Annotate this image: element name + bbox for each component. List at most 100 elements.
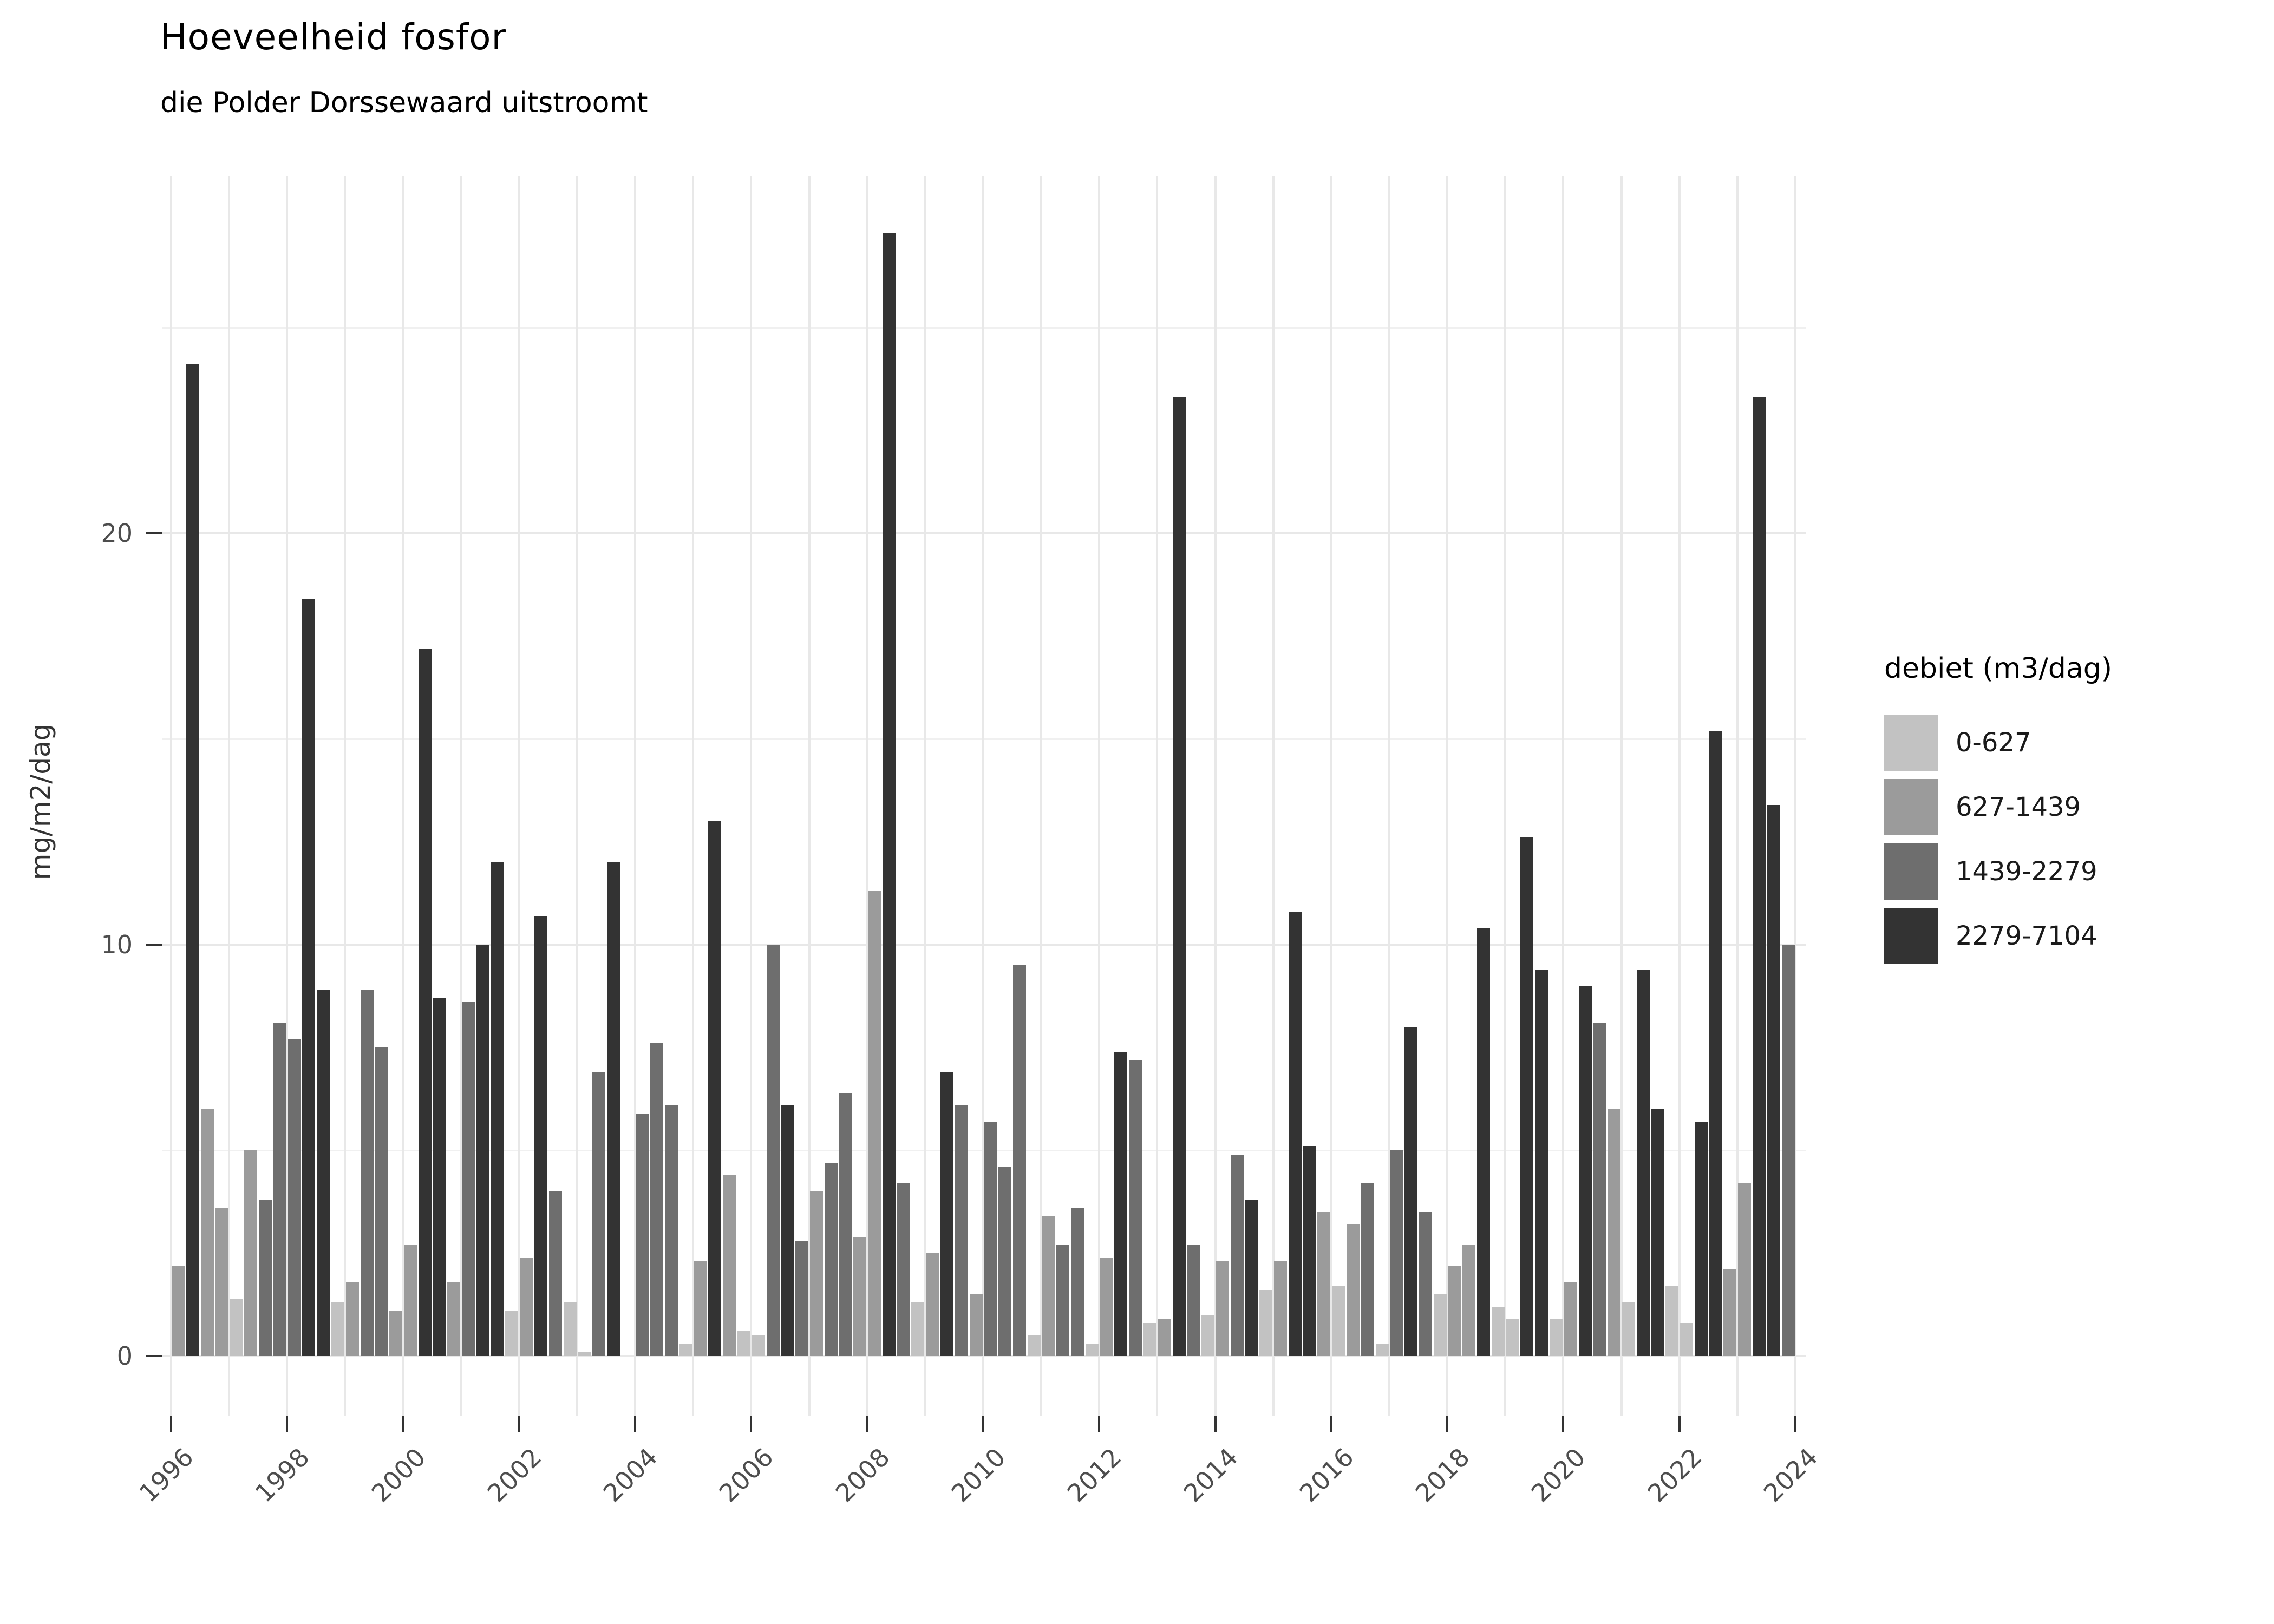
bar-2011-q1 [1042,1216,1055,1356]
bar-2023-q3 [1767,805,1780,1356]
bar-2009-q2 [940,1072,953,1356]
x-gridline-year [1040,176,1043,1416]
bar-2006-q4 [795,1241,808,1356]
x-gridline-year [1504,176,1507,1416]
x-tick [634,1416,637,1432]
y-tick [146,944,162,946]
bar-1997-q4 [273,1023,286,1356]
bar-1999-q2 [361,990,374,1356]
bar-1996-q1 [172,1266,185,1356]
x-gridline-year [1736,176,1739,1416]
x-tick [750,1416,753,1432]
bar-2018-q4 [1492,1307,1505,1356]
bar-2004-q1 [636,1114,649,1356]
x-tick [982,1416,984,1432]
bar-2005-q2 [708,821,721,1356]
x-gridline-year [1620,176,1623,1416]
x-tick [170,1416,172,1432]
bar-2012-q1 [1100,1258,1113,1356]
legend-label: 1439-2279 [1956,856,2097,887]
bar-2012-q4 [1143,1323,1156,1356]
x-gridline-year [1388,176,1390,1416]
x-tick [286,1416,289,1432]
bar-2000-q3 [433,998,446,1356]
bar-2014-q1 [1216,1261,1229,1356]
x-gridline-year [1272,176,1275,1416]
legend-label: 627-1439 [1956,792,2081,822]
bar-2022-q2 [1695,1122,1708,1356]
bar-2018-q3 [1477,928,1490,1356]
bar-2019-q1 [1506,1319,1519,1356]
bar-2020-q3 [1593,1023,1606,1356]
x-gridline-year [518,176,520,1416]
bar-2008-q4 [911,1302,924,1356]
bar-1999-q4 [389,1311,402,1356]
bar-2007-q4 [853,1237,866,1356]
bar-2002-q3 [549,1191,562,1356]
bar-1998-q4 [331,1302,344,1356]
bar-2017-q1 [1390,1150,1403,1356]
bar-2021-q2 [1637,970,1650,1356]
bar-2018-q1 [1448,1266,1461,1356]
bar-2013-q2 [1173,397,1186,1356]
bar-2001-q1 [462,1002,475,1356]
y-tick [146,532,162,534]
x-tick [518,1416,520,1432]
x-gridline-year [402,176,404,1416]
bar-2001-q3 [491,862,504,1356]
x-tick [402,1416,404,1432]
legend-swatch-icon [1884,843,1938,900]
x-gridline-year [344,176,347,1416]
bar-2006-q3 [781,1105,794,1356]
x-gridline-year [1678,176,1681,1416]
x-gridline-year [286,176,289,1416]
bar-2023-q2 [1753,397,1766,1356]
bar-2007-q1 [810,1191,823,1356]
x-tick [1794,1416,1796,1432]
x-gridline-year [228,176,231,1416]
x-tick [1098,1416,1101,1432]
bar-2015-q1 [1274,1261,1287,1356]
bar-2003-q2 [592,1072,605,1356]
bar-2009-q3 [955,1105,968,1356]
bar-2021-q3 [1651,1109,1664,1356]
bar-1997-q3 [259,1200,272,1356]
bar-1997-q1 [230,1299,243,1356]
legend-item-2279-7104: 2279-7104 [1884,908,2269,964]
legend-item-0-627: 0-627 [1884,715,2269,771]
bar-2015-q2 [1289,912,1302,1356]
bar-2014-q4 [1259,1290,1272,1356]
page-title: Hoeveelheid fosfor [160,16,507,58]
y-tick-label: 0 [116,1341,133,1371]
x-gridline-year [982,176,984,1416]
bar-2002-q4 [564,1302,577,1356]
plot-subtitle: die Polder Dorssewaard uitstroomt [160,87,648,119]
legend-item-1439-2279: 1439-2279 [1884,843,2269,900]
bar-2004-q2 [650,1043,663,1356]
bar-2005-q4 [737,1331,750,1356]
x-gridline-year [1214,176,1217,1416]
x-gridline-year [692,176,695,1416]
x-gridline-year [634,176,637,1416]
bar-2016-q3 [1361,1183,1374,1356]
bar-1999-q1 [346,1282,359,1356]
x-gridline-year [170,176,172,1416]
bar-2022-q3 [1709,731,1722,1356]
bar-1996-q2 [186,364,199,1356]
bar-1998-q3 [317,990,330,1356]
x-gridline-year [460,176,462,1416]
bar-2000-q4 [447,1282,460,1356]
bar-2007-q3 [839,1093,852,1356]
bar-2010-q4 [1028,1335,1041,1356]
legend-label: 2279-7104 [1956,921,2097,951]
bar-2013-q3 [1187,1245,1200,1356]
bar-2001-q4 [505,1311,518,1356]
bar-2022-q1 [1680,1323,1693,1356]
legend-swatch-icon [1884,715,1938,771]
bar-2017-q2 [1404,1027,1417,1356]
bar-2018-q2 [1462,1245,1475,1356]
bar-1999-q3 [375,1047,388,1356]
bar-2006-q1 [752,1335,765,1356]
bar-2019-q4 [1550,1319,1563,1356]
